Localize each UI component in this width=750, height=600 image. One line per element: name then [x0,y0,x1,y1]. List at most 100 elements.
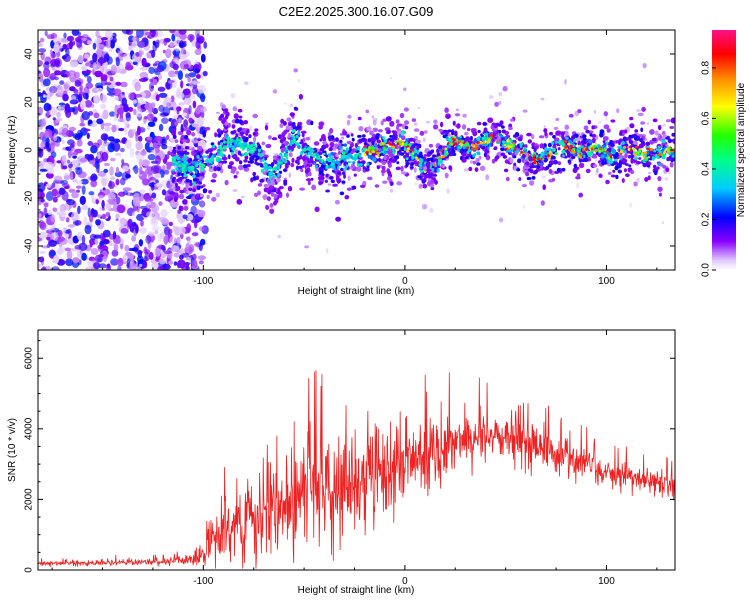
spectrogram-ridge-cell [503,168,509,173]
spectrogram-ridge-cell [450,143,454,146]
spectrogram-ridge-cell [513,162,517,167]
spectrogram-ridge-cell [374,184,380,188]
spectrogram-noise-cell [56,160,63,164]
spectrogram-noise-cell [71,30,80,36]
spectrogram-speckle [372,118,378,122]
spectrogram-ridge-cell [387,138,392,141]
spectrogram-ridge-cell [599,132,604,138]
spectrogram-ridge-cell [419,130,425,136]
spectrogram-noise-cell [70,211,79,222]
spectrogram-ridge-cell [173,196,178,202]
spectrogram-noise-cell [93,61,97,72]
spectrogram-noise-cell [102,188,111,196]
spectrogram-ridge-cell [210,179,217,183]
spectrogram-noise-cell [202,70,208,77]
spectrogram-ridge-cell [603,111,609,117]
spectrogram-noise-cell [38,232,48,239]
spectrogram-ridge-cell [319,147,325,152]
spectrogram-ridge-cell [506,176,510,182]
spectrogram-ridge-cell [598,149,602,153]
spectrogram-ridge-cell [271,137,278,141]
spectrogram-y-tick-label: -20 [24,190,35,205]
spectrogram-noise-cell [173,261,178,266]
spectrogram-ridge-cell [197,181,202,184]
spectrogram-noise-cell [117,107,124,115]
snr-y-tick-label: 6000 [24,347,35,370]
spectrogram-spike-cell [528,156,533,162]
spectrogram-ridge-cell [612,149,617,154]
spectrogram-speckle [274,153,279,156]
spectrogram-ridge-cell [300,130,307,134]
spectrogram-ridge-cell [341,180,346,184]
spectrogram-ridge-cell [532,157,535,161]
spectrogram-ridge-cell [356,166,362,172]
spectrogram-ridge-cell [365,109,370,114]
spectrogram-ridge-cell [610,174,616,178]
spectrogram-ridge-cell [261,158,265,162]
spectrogram-ridge-cell [395,166,401,171]
spectrogram-noise-cell [81,185,86,195]
spectrogram-ridge-cell [658,192,663,197]
colorbar: 0.00.20.40.60.8 Normalized spectral ampl… [701,30,747,277]
spectrogram-noise-cell [59,203,67,213]
spectrogram-ridge-cell [471,128,476,134]
spectrogram-noise-cell [122,187,132,192]
spectrogram-ridge-cell [322,152,326,156]
spectrogram-noise-cell [163,97,173,103]
spectrogram-ridge-cell [264,156,267,161]
spectrogram-ridge-cell [383,139,388,143]
spectrogram-ridge-cell [642,162,647,168]
spectrogram-spike-cell [387,163,392,168]
spectrogram-noise-cell [115,81,122,86]
spectrogram-ridge-cell [196,74,201,79]
spectrogram-noise-cell [57,86,64,96]
spectrogram-x-tick-label: 100 [598,276,615,287]
spectrogram-noise-cell [115,166,119,174]
spectrogram-ridge-cell [323,160,326,163]
spectrogram-noise-cell [67,224,76,228]
spectrogram-noise-cell [69,61,78,68]
spectrogram-ridge-cell [238,115,243,119]
spectrogram-ridge-cell [628,164,632,167]
spectrogram-ridge-cell [509,118,514,122]
spectrogram-ridge-cell [176,106,182,112]
spectrogram-ridge-cell [277,166,280,170]
spectrogram-ridge-cell [379,142,383,146]
spectrogram-ridge-cell [393,158,397,162]
spectrogram-ridge-cell [573,163,577,169]
spectrogram-ridge-cell [180,164,183,168]
spectrogram-noise-cell [121,159,125,165]
spectrogram-noise-cell [61,127,70,138]
spectrogram-ridge-cell [476,141,480,144]
spectrogram-ridge-cell [426,153,431,157]
spectrogram-ridge-cell [354,148,358,152]
spectrogram-ridge-cell [310,177,314,181]
spectrogram-ridge-cell [313,141,320,146]
spectrogram-ridge-cell [192,161,197,165]
spectrogram-ridge-cell [397,137,400,141]
spectrogram-ridge-cell [445,113,451,119]
spectrogram-ridge-cell [385,116,392,122]
spectrogram-noise-cell [72,151,78,156]
spectrogram-ridge-cell [614,165,619,171]
spectrogram-ridge-cell [243,159,248,163]
spectrogram-ridge-cell [591,133,597,138]
spectrogram-ridge-cell [466,142,469,146]
spectrogram-ridge-cell [329,156,334,160]
spectrogram-spike-cell [521,153,526,159]
spectrogram-ridge-cell [571,156,576,159]
spectrogram-speckle [498,100,502,105]
spectrogram-noise-cell [113,112,118,122]
spectrogram-ridge-cell [266,169,269,173]
spectrogram-noise-cell [160,231,165,239]
spectrogram-speckle [283,102,288,105]
spectrogram-ridge-cell [526,132,533,137]
spectrogram-ridge-cell [344,195,350,200]
spectrogram-noise-cell [156,182,160,187]
spectrogram-ridge-cell [199,164,202,168]
spectrogram-ridge-cell [546,151,549,155]
spectrogram-noise-cell [197,84,206,94]
spectrogram-noise-cell [137,40,146,48]
snr-x-tick-label: 0 [402,576,408,587]
spectrogram-ridge-cell [290,139,294,143]
